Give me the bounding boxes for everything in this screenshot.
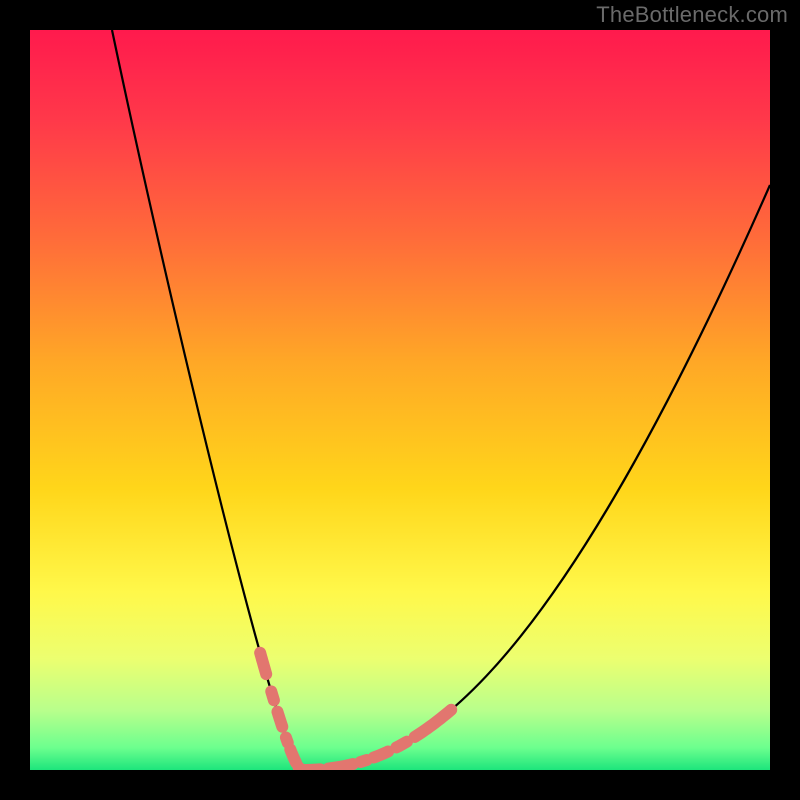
curve-right [302,185,770,770]
dotted-segment [260,653,266,674]
dotted-segment [302,769,320,770]
dotted-segment [360,760,366,762]
curve-left [112,30,302,770]
dotted-segment [396,742,407,748]
dotted-segment [415,710,451,737]
dotted-segment [271,691,274,700]
chart-curve [30,30,770,770]
dotted-segment [277,712,282,727]
dotted-segment [286,737,288,742]
dotted-segment [374,751,388,757]
stage: TheBottleneck.com [0,0,800,800]
dotted-segment [328,764,353,768]
dotted-segment [290,749,296,762]
plot-area [30,30,770,770]
watermark-text: TheBottleneck.com [596,0,788,30]
